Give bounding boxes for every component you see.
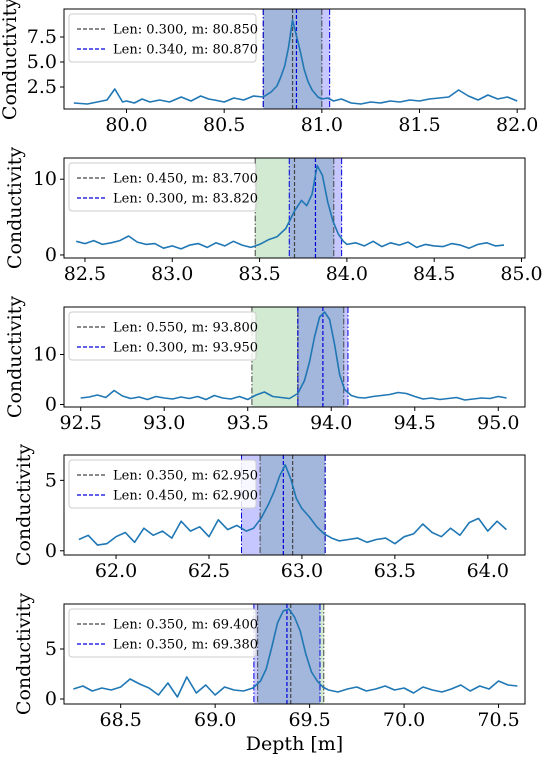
legend-label-1: Len: 0.350, m: 62.950 xyxy=(113,469,258,484)
x-tick-label: 82.0 xyxy=(496,114,538,136)
axes-frame xyxy=(63,8,526,110)
y-tick-label: 10 xyxy=(33,344,57,366)
x-tick-label: 81.0 xyxy=(301,114,343,136)
x-tick-label: 62.0 xyxy=(95,560,137,582)
y-tick-label: 7.5 xyxy=(27,26,57,48)
legend-label-1: Len: 0.550, m: 93.800 xyxy=(113,321,258,336)
x-tick-label: 80.5 xyxy=(203,114,245,136)
legend-box xyxy=(68,13,257,63)
series-line-1 xyxy=(75,164,505,250)
axes-frame xyxy=(63,454,526,556)
y-axis-label: Conductivity xyxy=(0,0,21,120)
x-tick-label: 69.5 xyxy=(288,709,330,731)
chart-panel-4: 62.0 62.5 63.0 63.5 64.0 0 5 Conductivity Len: 0… xyxy=(13,444,526,582)
legend-label-2: Len: 0.350, m: 69.380 xyxy=(113,638,258,653)
x-tick-label: 69.0 xyxy=(194,709,236,731)
series-line-1 xyxy=(80,311,507,401)
chart-panel-1: 80.0 80.5 81.0 81.5 82.0 2.5 5.0 7.5 Conductivit… xyxy=(0,0,538,136)
chart-panel-3: 92.5 93.0 93.5 94.0 94.5 95.0 0 10 Conductivity L… xyxy=(4,296,526,434)
x-tick-label: 84.5 xyxy=(413,263,455,285)
chart-panel-5: 68.5 69.0 69.5 70.0 70.5 0 5 Conductivity Len: 0… xyxy=(13,593,526,731)
y-tick-label: 0 xyxy=(45,688,57,710)
x-tick-label: 64.0 xyxy=(467,560,509,582)
x-tick-label: 92.5 xyxy=(60,412,102,434)
x-tick-label: 63.0 xyxy=(281,560,323,582)
chart-panel-2: 82.5 83.0 83.5 84.0 84.5 85.0 0 10 Conductivity L… xyxy=(4,147,542,285)
y-tick-label: 0 xyxy=(45,394,57,416)
legend-label-1: Len: 0.450, m: 83.700 xyxy=(113,172,258,187)
x-tick-label: 95.0 xyxy=(477,412,519,434)
axes-frame xyxy=(63,157,526,259)
x-tick-label: 84.0 xyxy=(326,263,368,285)
series-line-1 xyxy=(73,608,518,698)
y-tick-label: 5 xyxy=(45,469,57,491)
y-axis-label: Conductivity xyxy=(13,444,35,566)
plot-area xyxy=(73,9,518,109)
y-tick-label: 10 xyxy=(33,168,57,190)
legend-label-2: Len: 0.300, m: 93.950 xyxy=(113,341,258,356)
legend-label-2: Len: 0.450, m: 62.900 xyxy=(113,489,258,504)
y-tick-label: 0 xyxy=(45,244,57,266)
x-tick-label: 85.0 xyxy=(500,263,542,285)
y-tick-label: 5.0 xyxy=(27,51,57,73)
x-tick-label: 70.5 xyxy=(477,709,519,731)
x-tick-label: 63.5 xyxy=(374,560,416,582)
legend-box xyxy=(68,162,257,212)
x-tick-label: 83.5 xyxy=(238,263,280,285)
y-axis-label: Conductivity xyxy=(4,296,26,418)
axes-frame xyxy=(63,603,526,705)
x-tick-label: 62.5 xyxy=(188,560,230,582)
plot-area xyxy=(80,307,507,407)
legend-box xyxy=(68,459,257,509)
x-tick-label: 81.5 xyxy=(398,114,440,136)
x-tick-label: 80.0 xyxy=(105,114,147,136)
series-line-1 xyxy=(78,464,507,546)
x-tick-label: 94.0 xyxy=(310,412,352,434)
y-axis-label: Conductivity xyxy=(13,593,35,715)
y-tick-label: 5 xyxy=(45,638,57,660)
legend-box xyxy=(68,608,257,658)
x-tick-label: 93.5 xyxy=(227,412,269,434)
y-tick-label: 2.5 xyxy=(27,76,57,98)
series-line-1 xyxy=(73,19,518,105)
legend-label-2: Len: 0.340, m: 80.870 xyxy=(113,43,258,58)
x-tick-label: 93.0 xyxy=(143,412,185,434)
x-tick-label: 83.0 xyxy=(151,263,193,285)
y-axis-label: Conductivity xyxy=(4,147,26,269)
x-axis-label: Depth [m] xyxy=(246,733,343,755)
axes-frame xyxy=(63,306,526,408)
x-tick-label: 68.5 xyxy=(100,709,142,731)
legend-box xyxy=(68,311,257,361)
x-tick-label: 70.0 xyxy=(383,709,425,731)
y-tick-label: 0 xyxy=(45,540,57,562)
legend-label-1: Len: 0.300, m: 80.850 xyxy=(113,23,258,38)
legend-label-2: Len: 0.300, m: 83.820 xyxy=(113,192,258,207)
x-tick-label: 94.5 xyxy=(394,412,436,434)
x-tick-label: 82.5 xyxy=(64,263,106,285)
plot-area xyxy=(73,604,518,704)
plot-area xyxy=(75,158,505,258)
legend-label-1: Len: 0.350, m: 69.400 xyxy=(113,618,258,633)
